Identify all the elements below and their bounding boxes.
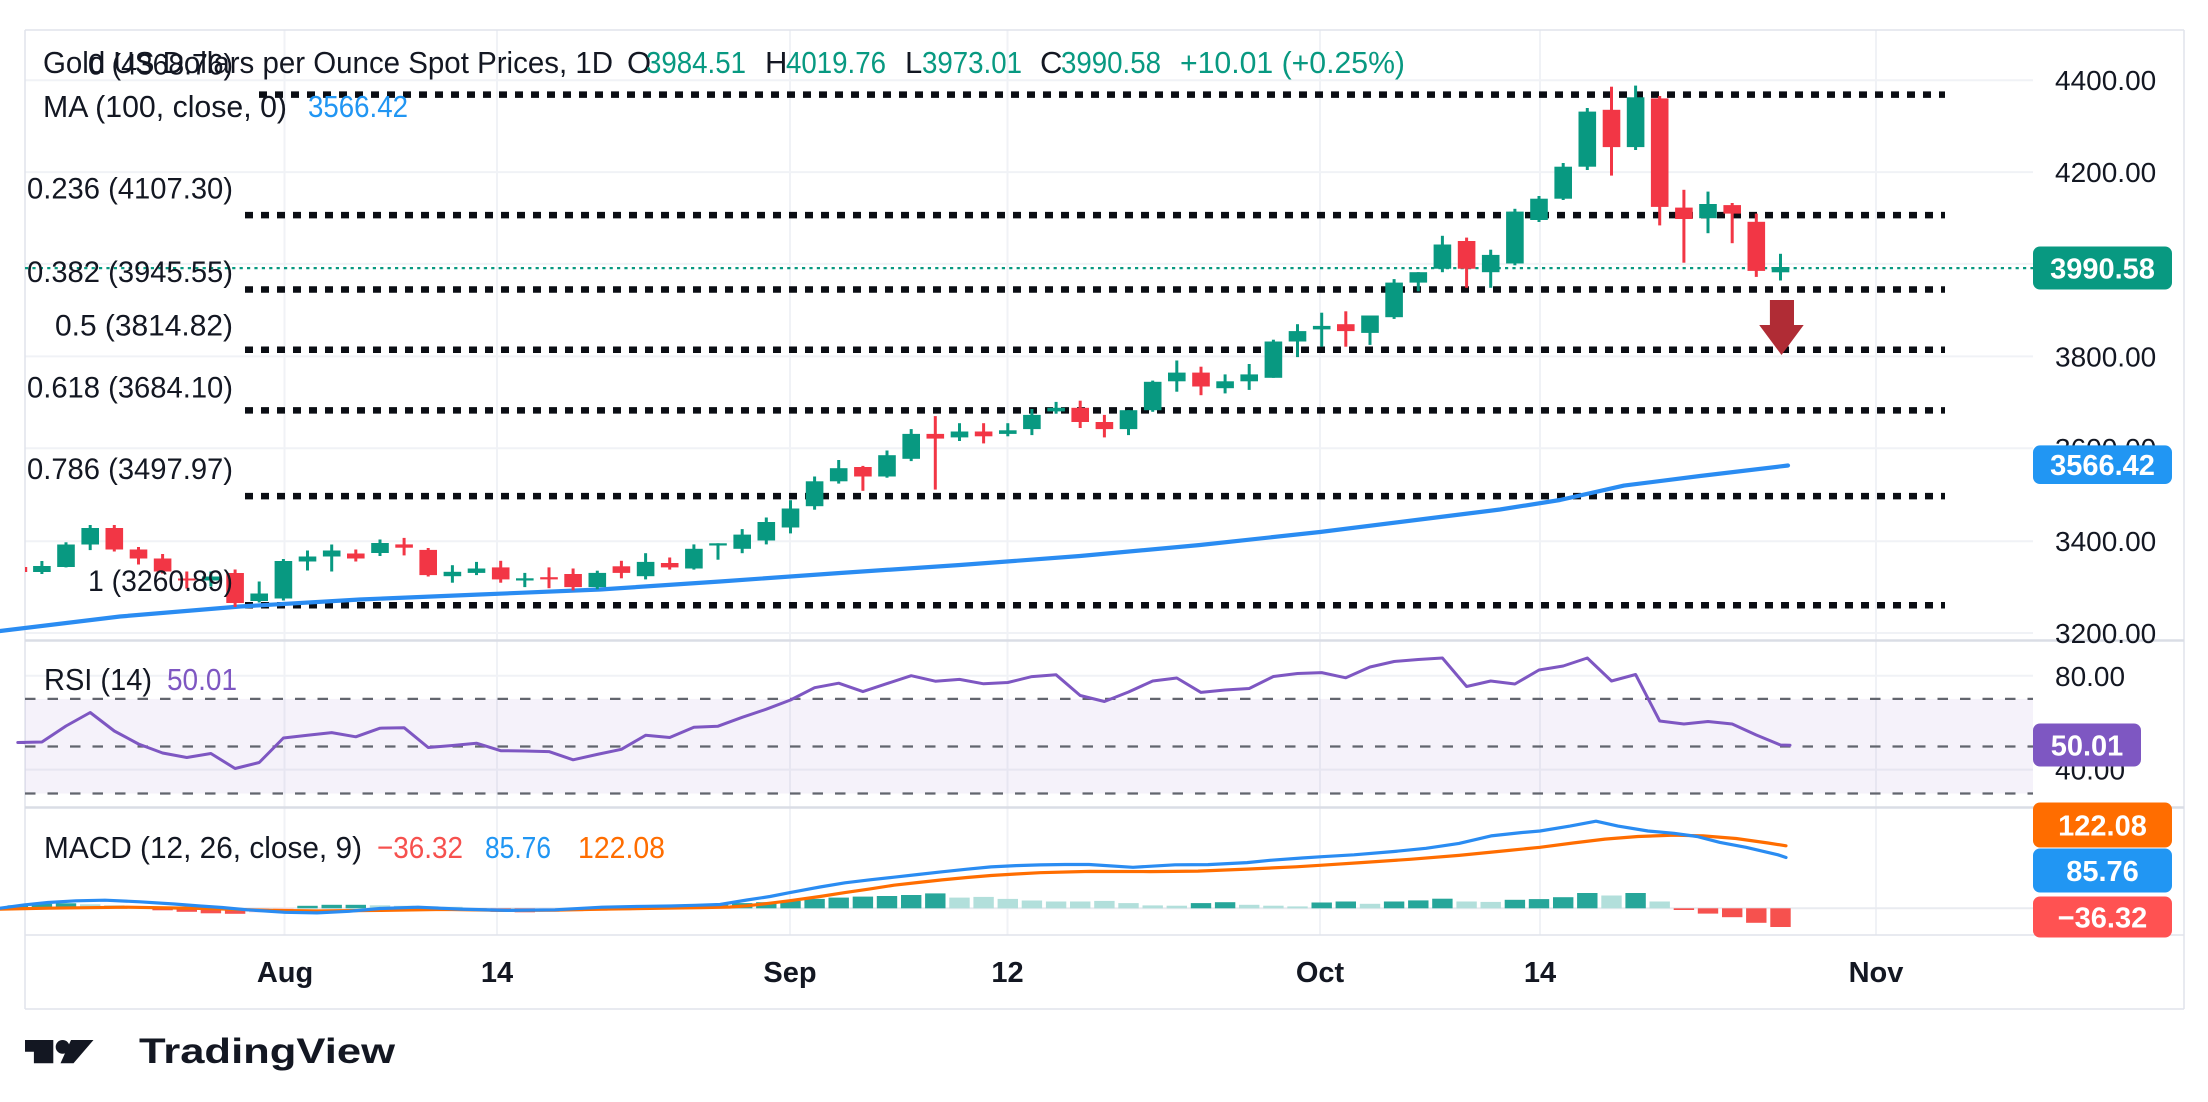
svg-text:50.01: 50.01: [2051, 731, 2124, 763]
svg-text:0.236 (4107.30): 0.236 (4107.30): [27, 173, 233, 206]
svg-text:3800.00: 3800.00: [2055, 341, 2156, 372]
svg-text:+10.01 (+0.25%): +10.01 (+0.25%): [1180, 45, 1405, 80]
svg-text:122.08: 122.08: [2058, 811, 2147, 843]
svg-text:122.08: 122.08: [578, 830, 665, 865]
svg-text:3973.01: 3973.01: [922, 45, 1022, 80]
svg-text:0.786 (3497.97): 0.786 (3497.97): [27, 453, 233, 486]
svg-text:0.5 (3814.82): 0.5 (3814.82): [55, 310, 233, 343]
svg-text:85.76: 85.76: [2066, 856, 2139, 888]
svg-text:Oct: Oct: [1296, 957, 1345, 989]
svg-text:0 (4368.76): 0 (4368.76): [88, 49, 233, 82]
svg-text:Gold US Dollars per Ounce Spot: Gold US Dollars per Ounce Spot Prices, 1…: [43, 45, 613, 80]
svg-text:3200.00: 3200.00: [2055, 618, 2156, 649]
svg-text:−36.32: −36.32: [2058, 903, 2148, 935]
svg-text:0.618 (3684.10): 0.618 (3684.10): [27, 372, 233, 405]
svg-text:3990.58: 3990.58: [1061, 45, 1161, 80]
svg-text:3400.00: 3400.00: [2055, 526, 2156, 557]
svg-text:4019.76: 4019.76: [786, 45, 886, 80]
svg-text:MACD (12, 26, close, 9): MACD (12, 26, close, 9): [44, 830, 362, 865]
svg-text:Aug: Aug: [257, 957, 313, 989]
svg-text:MA (100, close, 0): MA (100, close, 0): [43, 89, 287, 124]
svg-text:−36.32: −36.32: [377, 830, 463, 865]
svg-text:14: 14: [1524, 957, 1556, 989]
svg-text:4200.00: 4200.00: [2055, 157, 2156, 188]
svg-text:85.76: 85.76: [485, 830, 551, 865]
svg-text:4400.00: 4400.00: [2055, 65, 2156, 96]
svg-text:14: 14: [481, 957, 513, 989]
svg-text:Nov: Nov: [1849, 957, 1904, 989]
svg-text:3984.51: 3984.51: [646, 45, 746, 80]
svg-text:0.382 (3945.55): 0.382 (3945.55): [27, 256, 233, 289]
svg-text:80.00: 80.00: [2055, 661, 2125, 692]
svg-text:3990.58: 3990.58: [2050, 254, 2155, 286]
svg-text:3566.42: 3566.42: [2050, 450, 2155, 482]
svg-text:3566.42: 3566.42: [308, 89, 408, 124]
svg-text:50.01: 50.01: [167, 662, 237, 697]
svg-text:L: L: [905, 45, 922, 80]
svg-text:Sep: Sep: [763, 957, 816, 989]
svg-text:RSI (14): RSI (14): [44, 662, 152, 697]
svg-text:H: H: [765, 45, 787, 80]
svg-text:O: O: [627, 45, 651, 80]
svg-text:12: 12: [991, 957, 1023, 989]
svg-text:C: C: [1040, 45, 1062, 80]
svg-text:1 (3260.89): 1 (3260.89): [88, 565, 233, 598]
svg-text:TradingView: TradingView: [139, 1032, 396, 1071]
